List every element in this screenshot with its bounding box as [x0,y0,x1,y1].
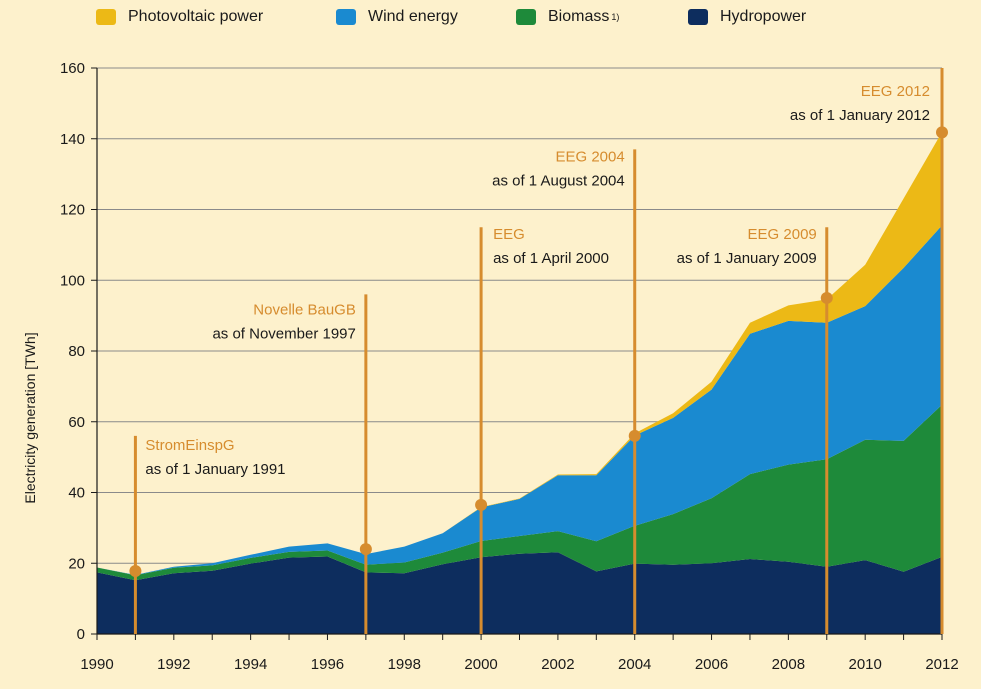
annotation-marker [359,543,372,556]
legend-label: Photovoltaic power [128,8,264,25]
legend-item-wind: Wind energy [336,8,458,26]
annotation-date: as of November 1997 [212,325,355,342]
annotation-date: as of 1 April 2000 [493,250,609,267]
y-tick-label: 0 [77,626,85,643]
y-tick-label: 40 [68,485,85,502]
legend-item-photovoltaic: Photovoltaic power [96,8,263,26]
x-tick-label: 2000 [464,656,497,673]
x-tick-label: 1992 [157,656,190,673]
x-tick-label: 1996 [311,656,344,673]
annotation-title: EEG 2009 [748,226,817,243]
annotation-marker [820,291,833,304]
annotation-marker [129,565,142,578]
annotation-title: EEG 2004 [556,148,625,165]
y-tick-label: 140 [60,131,85,148]
legend-label: Hydropower [720,8,807,25]
x-tick-label: 1990 [80,656,113,673]
y-tick-label: 160 [60,60,85,77]
legend-label: Biomass [548,8,610,25]
y-tick-label: 120 [60,202,85,219]
x-tick-label: 2006 [695,656,728,673]
legend-swatch [516,9,536,25]
annotation-title: StromEinspG [145,437,234,454]
legend-label: Wind energy [368,8,458,25]
y-tick-label: 80 [68,343,85,360]
y-tick-label: 60 [68,414,85,431]
legend-footnote: 1) [611,12,620,22]
x-tick-label: 2012 [925,656,958,673]
annotation-title: EEG [493,226,525,243]
x-tick-label: 1998 [388,656,421,673]
series-area-hydropower [97,552,942,634]
annotation-title: Novelle BauGB [253,301,356,318]
legend-swatch [96,9,116,25]
series-area-wind-energy [97,225,942,576]
legend: Photovoltaic power Wind energy Biomass 1… [0,8,981,32]
legend-item-hydropower: Hydropower [688,8,806,26]
annotation-date: as of 1 August 2004 [492,172,625,189]
series-area-biomass [97,404,942,581]
annotation-title: EEG 2012 [861,83,930,100]
legend-item-biomass: Biomass 1) [516,8,619,26]
annotation-date: as of 1 January 2012 [790,107,930,124]
annotation-marker [936,126,948,139]
x-tick-label: 2008 [772,656,805,673]
y-tick-label: 20 [68,555,85,572]
x-tick-label: 2002 [541,656,574,673]
annotation-date: as of 1 January 2009 [677,250,817,267]
legend-swatch [688,9,708,25]
annotation-date: as of 1 January 1991 [145,461,285,478]
x-tick-label: 2004 [618,656,651,673]
legend-swatch [336,9,356,25]
x-tick-label: 2010 [848,656,881,673]
x-tick-label: 1994 [234,656,267,673]
y-tick-label: 100 [60,272,85,289]
annotation-marker [628,429,641,442]
annotation-marker [475,498,488,511]
